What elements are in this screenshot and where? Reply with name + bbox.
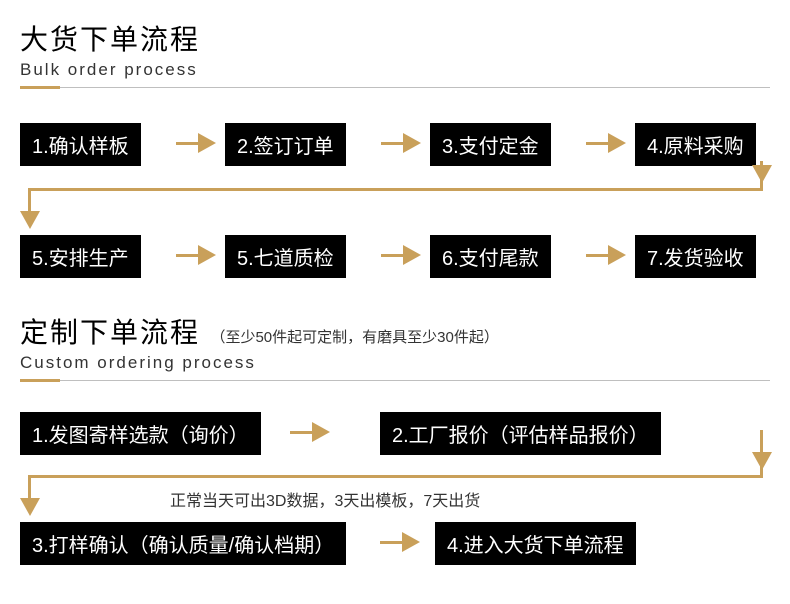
step-5: 5.安排生产 [20,235,141,278]
arrow-icon [608,245,626,265]
divider-accent [20,379,60,382]
step-6: 5.七道质检 [225,235,346,278]
section2-title-cn: 定制下单流程 [20,317,200,348]
section2-note: 正常当天可出3D数据，3天出模板，7天出货 [170,487,480,511]
section1-title-en: Bulk order process [20,60,770,80]
step-4: 4.原料采购 [635,123,756,166]
arrow-icon [312,422,330,442]
step-1: 1.确认样板 [20,123,141,166]
section1-header: 大货下单流程 Bulk order process [20,18,770,89]
arrow-down-icon [752,452,772,470]
section2-title-en: Custom ordering process [20,353,770,373]
step-2: 2.签订订单 [225,123,346,166]
arrow-icon [608,133,626,153]
flow-connector [28,475,31,500]
divider-accent [20,86,60,89]
arrow-down-icon [20,211,40,229]
section2-header: 定制下单流程 （至少50件起可定制，有磨具至少30件起） Custom orde… [20,311,770,382]
arrow-icon [403,133,421,153]
arrow-icon [198,245,216,265]
arrow-icon [198,133,216,153]
section1-title-cn: 大货下单流程 [20,18,770,58]
step2-1: 1.发图寄样选款（询价） [20,412,261,455]
section1-flow: 1.确认样板 2.签订订单 3.支付定金 4.原料采购 5.安排生产 5.七道质… [20,123,770,293]
divider-line [60,380,770,381]
step2-3: 3.打样确认（确认质量/确认档期） [20,522,346,565]
flow-connector [28,188,31,213]
flow-connector [28,475,763,478]
arrow-icon [403,245,421,265]
section2-title-row: 定制下单流程 （至少50件起可定制，有磨具至少30件起） [20,311,770,351]
arrow-down-icon [20,498,40,516]
step-8: 7.发货验收 [635,235,756,278]
step2-2: 2.工厂报价（评估样品报价） [380,412,661,455]
step-7: 6.支付尾款 [430,235,551,278]
section2-title-note: （至少50件起可定制，有磨具至少30件起） [210,329,498,346]
flow-connector [28,188,763,191]
section1-divider [20,86,770,89]
step-3: 3.支付定金 [430,123,551,166]
arrow-down-icon [752,165,772,183]
arrow-icon [402,532,420,552]
step2-4: 4.进入大货下单流程 [435,522,636,565]
section2-divider [20,379,770,382]
section2-flow: 1.发图寄样选款（询价） 2.工厂报价（评估样品报价） 正常当天可出3D数据，3… [20,412,770,582]
divider-line [60,87,770,88]
